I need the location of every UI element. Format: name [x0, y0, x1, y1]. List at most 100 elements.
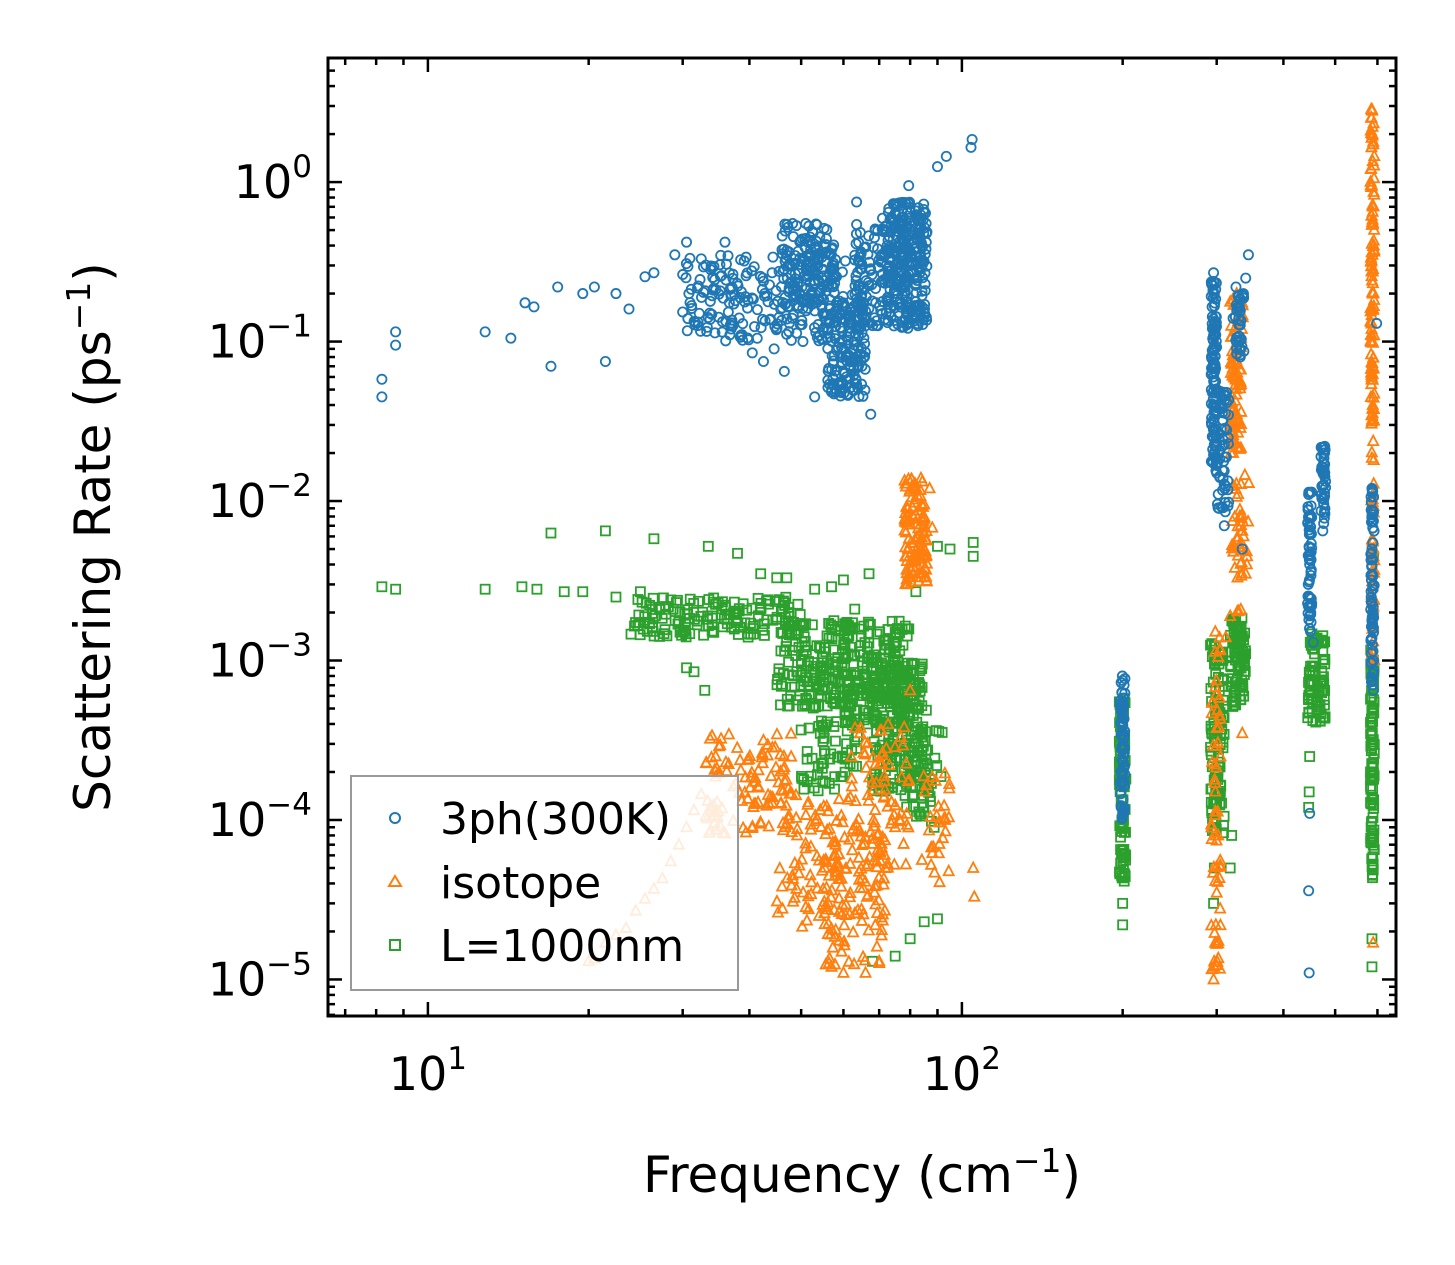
circle-point	[720, 258, 732, 270]
circle-point	[1238, 292, 1250, 304]
square-point	[832, 751, 843, 763]
circle-point	[965, 141, 977, 153]
square-point	[855, 630, 867, 642]
triangle-point	[1234, 404, 1248, 417]
triangle-point	[908, 507, 922, 520]
triangle-point	[777, 748, 791, 762]
triangle-point	[870, 827, 884, 841]
square-point	[723, 609, 735, 620]
square-point	[899, 753, 910, 765]
triangle-point	[1365, 247, 1379, 260]
circle-point	[733, 312, 745, 324]
circle-point	[796, 315, 808, 327]
square-point	[577, 586, 589, 598]
square-point	[851, 743, 863, 754]
triangle-point	[922, 823, 936, 836]
triangle-point	[784, 749, 798, 762]
square-point	[814, 727, 826, 739]
triangle-point	[923, 480, 937, 494]
circle-point	[1116, 811, 1128, 823]
circle-point	[823, 247, 835, 259]
triangle-point	[917, 497, 931, 510]
square-point	[795, 724, 807, 736]
triangle-point	[832, 891, 846, 904]
square-point	[665, 594, 677, 606]
square-point	[862, 688, 873, 700]
circle-point	[836, 358, 848, 370]
triangle-point	[823, 950, 836, 964]
triangle-point	[804, 839, 818, 852]
circle-point	[896, 316, 908, 328]
square-point	[755, 568, 767, 580]
triangle-point	[1366, 204, 1380, 217]
circle-point	[847, 343, 859, 355]
square-point	[688, 666, 700, 678]
triangle-point	[843, 885, 857, 898]
triangle-point	[1365, 214, 1379, 228]
circle-point	[1303, 488, 1315, 500]
circle-point	[857, 390, 869, 402]
circle-point	[820, 233, 832, 245]
square-point	[936, 727, 948, 738]
circle-point	[680, 258, 692, 270]
triangle-point	[877, 790, 891, 803]
triangle-point	[862, 923, 876, 936]
square-point	[479, 583, 491, 595]
triangle-point	[1208, 772, 1222, 785]
square-point	[717, 596, 728, 608]
y-tick-label: 10−2	[208, 468, 312, 528]
triangle-point	[901, 773, 915, 787]
circle-point	[1116, 670, 1128, 682]
triangle-point	[864, 824, 878, 837]
circle-point	[822, 374, 834, 386]
triangle-point	[810, 811, 824, 824]
triangle-point	[774, 796, 788, 809]
triangle-point	[920, 533, 934, 546]
square-point	[717, 621, 729, 633]
triangle-point	[917, 509, 931, 522]
circle-point	[701, 325, 713, 337]
circle-point	[778, 273, 790, 285]
triangle-point	[1230, 570, 1244, 583]
square-point	[828, 721, 840, 732]
square-point	[913, 741, 924, 753]
circle-point	[1217, 414, 1229, 426]
triangle-point	[888, 739, 902, 753]
triangle-point	[862, 793, 876, 806]
circle-point	[528, 301, 540, 313]
circle-point	[1365, 516, 1377, 528]
circle-point	[1216, 440, 1228, 452]
square-point	[1366, 761, 1378, 773]
circle-point	[710, 283, 722, 295]
square-point	[918, 916, 930, 928]
square-point	[967, 537, 979, 548]
circle-point	[851, 286, 863, 298]
square-point	[920, 704, 932, 716]
triangle-point	[837, 917, 851, 931]
square-point	[829, 673, 841, 685]
circle-point	[1213, 502, 1225, 514]
triangle-point	[704, 750, 718, 763]
triangle-point	[1207, 959, 1221, 972]
circle-point	[821, 281, 833, 293]
triangle-point	[814, 819, 828, 832]
triangle-point	[804, 874, 818, 888]
triangle-point	[1209, 738, 1223, 751]
square-point	[752, 592, 764, 604]
triangle-point	[893, 812, 907, 825]
triangle-point	[844, 749, 858, 762]
square-point	[825, 619, 837, 631]
circle-point	[1304, 558, 1316, 570]
circle-point	[800, 217, 812, 229]
circle-point	[1318, 456, 1330, 468]
triangle-point	[918, 560, 932, 574]
square-point	[716, 603, 728, 615]
square-point	[871, 710, 883, 722]
triangle-point	[888, 819, 902, 833]
square-point	[610, 591, 622, 603]
square-point	[801, 700, 813, 712]
triangle-point	[852, 850, 866, 863]
circle-point	[1302, 590, 1314, 602]
circle-point	[701, 321, 713, 333]
triangle-point	[1212, 708, 1226, 721]
